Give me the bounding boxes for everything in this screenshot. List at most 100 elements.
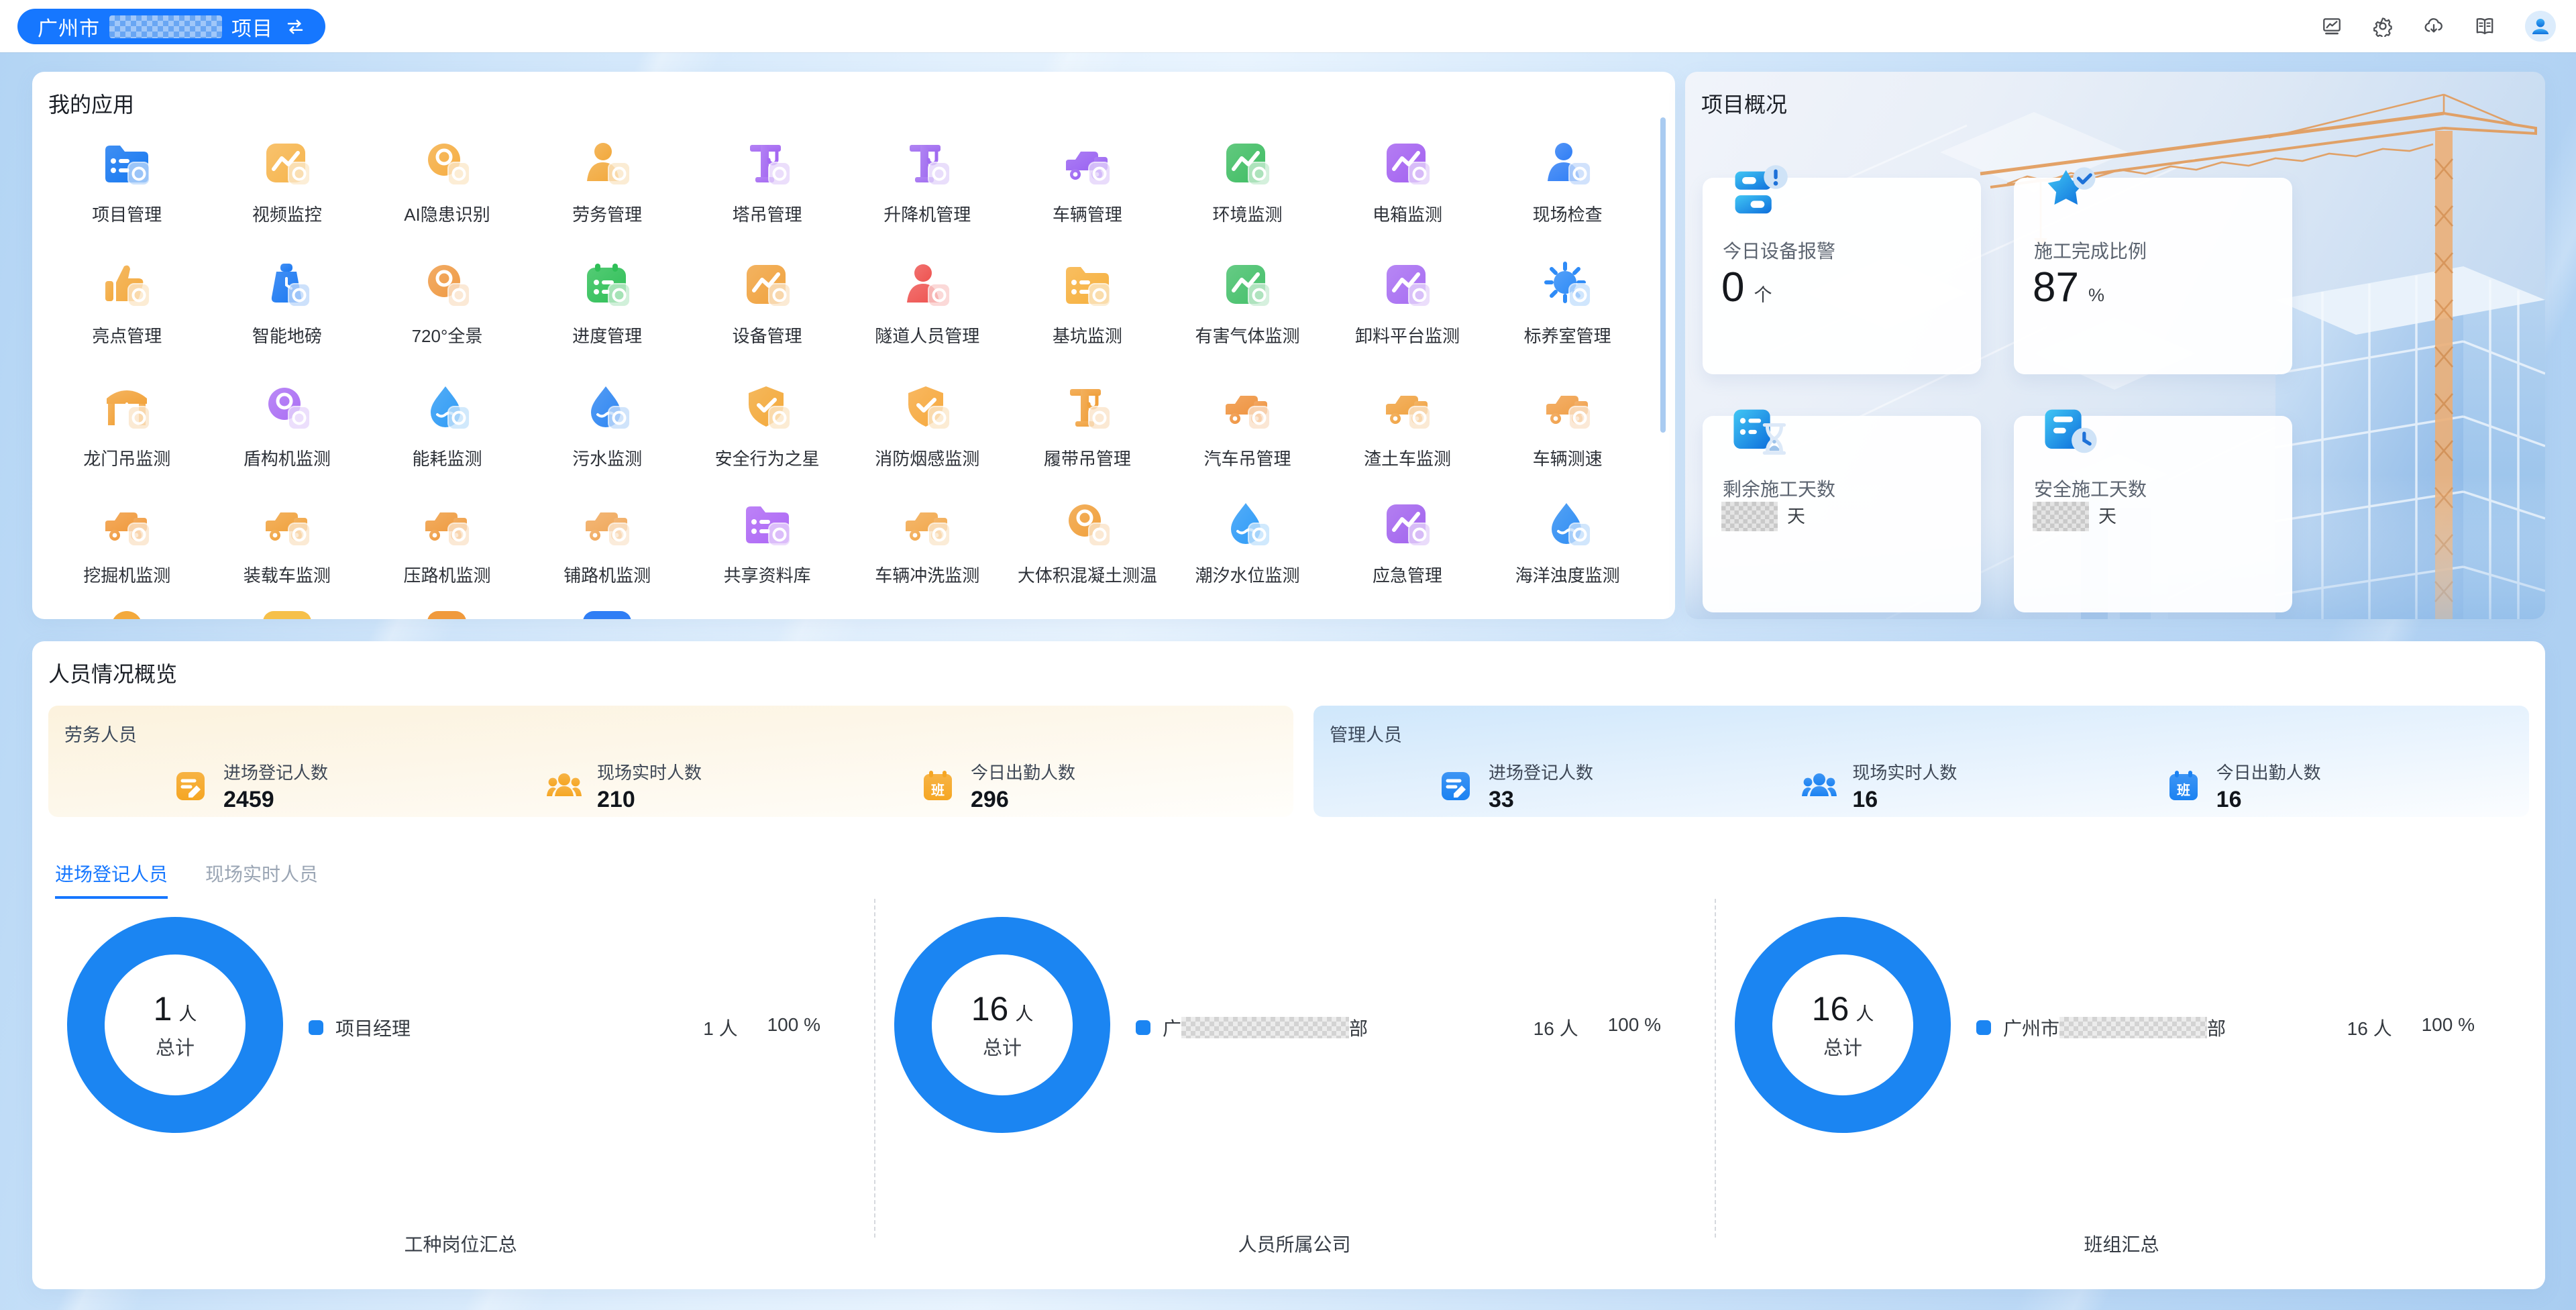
app-icon-gantry: [100, 381, 154, 435]
app-label: 污水监测: [572, 449, 643, 469]
personnel-stat-value: 296: [971, 787, 1009, 812]
legend-row[interactable]: 广州市部 16 人 100 %: [1976, 1014, 2475, 1041]
legend-label: 广部: [1163, 1017, 1368, 1039]
app-icon-vehicle: [100, 498, 154, 551]
overview-stat-label: 施工完成比例: [2034, 241, 2147, 262]
app-clipped: [687, 611, 847, 619]
app-能耗监测[interactable]: 能耗监测: [367, 381, 527, 470]
personnel-stat-label: 今日出勤人数: [971, 763, 1076, 783]
settings-gear-icon[interactable]: [2372, 15, 2394, 37]
legend-row[interactable]: 广部 16 人 100 %: [1136, 1014, 1661, 1041]
app-智能地磅[interactable]: 智能地磅: [207, 258, 368, 347]
app-clipped: [1487, 611, 1648, 619]
tab-现场实时人员[interactable]: 现场实时人员: [205, 864, 319, 885]
app-label: 盾构机监测: [243, 449, 331, 469]
app-label: 大体积混凝土测温: [1017, 565, 1157, 586]
app-icon-calendar: [580, 258, 634, 312]
chart-caption: 工种岗位汇总: [404, 1234, 517, 1255]
app-消防烟感监测[interactable]: 消防烟感监测: [847, 381, 1008, 470]
overview-stat-3: 剩余施工天数 天: [1703, 409, 1981, 612]
app-电箱监测[interactable]: 电箱监测: [1328, 137, 1488, 226]
personnel-group-title: 管理人员: [1330, 725, 1402, 745]
switch-project-icon: [287, 19, 303, 34]
app-icon-circle: [420, 137, 474, 190]
app-盾构机监测[interactable]: 盾构机监测: [207, 381, 368, 470]
monitor-chart-icon[interactable]: [2321, 15, 2343, 37]
app-挖掘机监测[interactable]: 挖掘机监测: [47, 498, 207, 587]
app-视频监控[interactable]: 视频监控: [207, 137, 368, 226]
apps-row: 挖掘机监测 装载车监测 压路机监测 铺路机监测: [47, 498, 1648, 587]
overview-stat-4: 安全施工天数 天: [2014, 409, 2292, 612]
app-icon-square: [741, 258, 794, 312]
app-label: 劳务管理: [572, 205, 643, 225]
chart-caption: 班组汇总: [2084, 1234, 2159, 1255]
app-icon-vehicle: [1381, 381, 1434, 435]
app-潮汐水位监测[interactable]: 潮汐水位监测: [1167, 498, 1328, 587]
app-塔吊管理[interactable]: 塔吊管理: [687, 137, 847, 226]
app-icon-folder: [100, 137, 154, 190]
legend-count: 16 人: [2347, 1018, 2392, 1039]
cloud-download-icon[interactable]: [2423, 15, 2445, 37]
app-车辆冲洗监测[interactable]: 车辆冲洗监测: [847, 498, 1008, 587]
app-压路机监测[interactable]: 压路机监测: [367, 498, 527, 587]
chart-班组汇总: 16 人 总计 广州市部 16 人 100 % 班组汇总: [1715, 899, 2528, 1255]
app-AI隐患识别[interactable]: AI隐患识别: [367, 137, 527, 226]
people-icon: [1801, 768, 1837, 804]
app-进度管理[interactable]: 进度管理: [527, 258, 688, 347]
hourglass-icon: [1727, 400, 1791, 461]
manual-book-icon[interactable]: [2474, 15, 2496, 37]
app-项目管理[interactable]: 项目管理: [47, 137, 207, 226]
project-switcher-button[interactable]: 广州市 项目: [17, 9, 325, 44]
app-icon-vehicle: [260, 498, 314, 551]
app-有害气体监测[interactable]: 有害气体监测: [1167, 258, 1328, 347]
app-icon-shield: [900, 381, 954, 435]
app-车辆测速[interactable]: 车辆测速: [1487, 381, 1648, 470]
app-龙门吊监测[interactable]: 龙门吊监测: [47, 381, 207, 470]
app-铺路机监测[interactable]: 铺路机监测: [527, 498, 688, 587]
app-隧道人员管理[interactable]: 隧道人员管理: [847, 258, 1008, 347]
chart-divider: [1715, 899, 1716, 1238]
donut-total: 1: [153, 990, 172, 1028]
app-720°全景[interactable]: 720°全景: [367, 258, 527, 347]
chart-人员所属公司: 16 人 总计 广部 16 人 100 % 人员所属公司: [874, 899, 1715, 1255]
tab-进场登记人员[interactable]: 进场登记人员: [55, 860, 168, 899]
legend-row[interactable]: 项目经理 1 人 100 %: [309, 1014, 820, 1041]
app-环境监测[interactable]: 环境监测: [1167, 137, 1328, 226]
app-设备管理[interactable]: 设备管理: [687, 258, 847, 347]
personnel-stat: 现场实时人数 16: [1801, 759, 2165, 813]
app-车辆管理[interactable]: 车辆管理: [1008, 137, 1168, 226]
apps-scrollbar[interactable]: [1660, 117, 1666, 433]
app-现场检查[interactable]: 现场检查: [1487, 137, 1648, 226]
register-icon: [172, 768, 209, 804]
redacted-value: [2033, 502, 2089, 531]
app-共享资料库[interactable]: 共享资料库: [687, 498, 847, 587]
app-icon-drop: [580, 381, 634, 435]
app-装载车监测[interactable]: 装载车监测: [207, 498, 368, 587]
personnel-overview-card: 人员情况概览 劳务人员 进场登记人数 2459 现场实时人数 210 班 今日出…: [32, 641, 2545, 1289]
app-履带吊管理[interactable]: 履带吊管理: [1008, 381, 1168, 470]
app-应急管理[interactable]: 应急管理: [1328, 498, 1488, 587]
app-汽车吊管理[interactable]: 汽车吊管理: [1167, 381, 1328, 470]
user-avatar[interactable]: [2525, 11, 2556, 42]
app-亮点管理[interactable]: 亮点管理: [47, 258, 207, 347]
app-安全行为之星[interactable]: 安全行为之星: [687, 381, 847, 470]
app-label: 汽车吊管理: [1203, 449, 1291, 469]
app-大体积混凝土测温[interactable]: 大体积混凝土测温: [1008, 498, 1168, 587]
app-标养室管理[interactable]: 标养室管理: [1487, 258, 1648, 347]
app-渣土车监测[interactable]: 渣土车监测: [1328, 381, 1488, 470]
legend-marker: [309, 1020, 323, 1035]
people-icon: [546, 768, 582, 804]
user-icon: [2532, 18, 2549, 35]
app-升降机管理[interactable]: 升降机管理: [847, 137, 1008, 226]
overview-stat-unit: 天: [1787, 506, 1805, 527]
app-海洋浊度监测[interactable]: 海洋浊度监测: [1487, 498, 1648, 587]
donut-total: 16: [971, 990, 1009, 1028]
app-卸料平台监测[interactable]: 卸料平台监测: [1328, 258, 1488, 347]
app-污水监测[interactable]: 污水监测: [527, 381, 688, 470]
my-apps-card: 我的应用 项目管理 视频监控 AI隐患识别 劳务管理: [32, 72, 1675, 619]
app-基坑监测[interactable]: 基坑监测: [1008, 258, 1168, 347]
svg-text:班: 班: [931, 783, 945, 798]
app-clipped: [527, 611, 688, 619]
app-label: 压路机监测: [403, 565, 491, 586]
app-劳务管理[interactable]: 劳务管理: [527, 137, 688, 226]
